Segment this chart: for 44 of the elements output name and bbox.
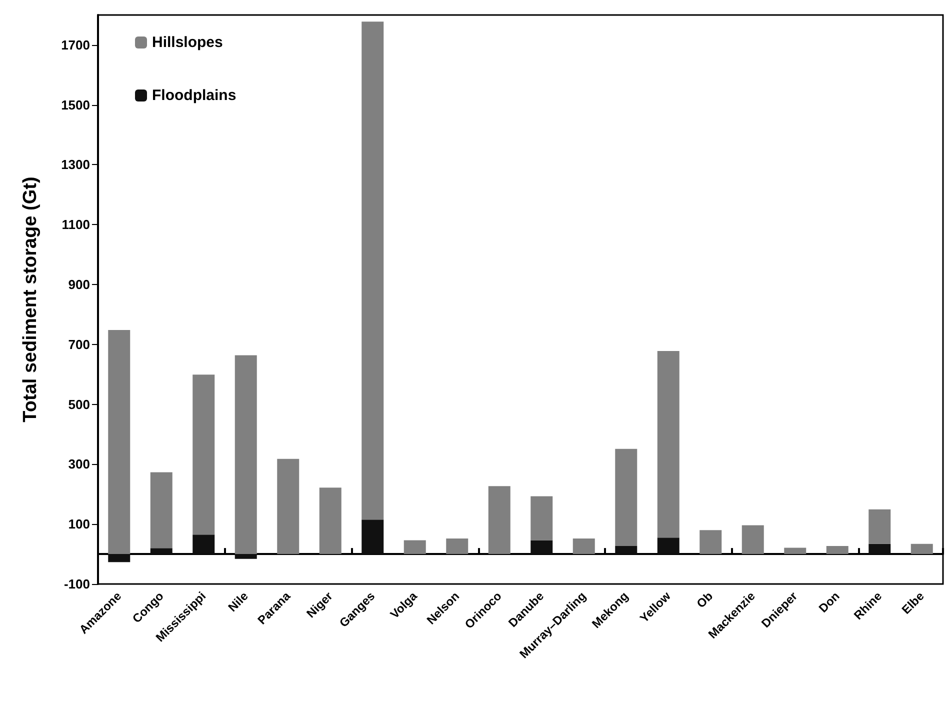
legend-label: Hillslopes xyxy=(152,34,223,51)
y-tick-label: 300 xyxy=(68,456,90,472)
bar xyxy=(572,538,595,554)
bar xyxy=(150,472,172,548)
bar xyxy=(615,546,638,554)
bar xyxy=(784,548,806,554)
y-tick-label: -100 xyxy=(64,576,90,592)
bar xyxy=(404,540,426,554)
y-tick-label: 1700 xyxy=(61,37,90,52)
bar xyxy=(488,486,510,554)
bar xyxy=(868,544,891,554)
x-tick-label: Nile xyxy=(225,588,252,614)
y-tick-label: 1100 xyxy=(62,217,90,232)
bar xyxy=(868,509,891,544)
x-tick-label: Don xyxy=(816,589,842,616)
bar xyxy=(192,374,215,535)
bar xyxy=(277,458,300,554)
bar xyxy=(910,544,933,554)
bar xyxy=(700,530,722,554)
bar xyxy=(657,351,680,538)
y-tick-label: 900 xyxy=(68,277,90,292)
bar xyxy=(362,520,384,554)
y-tick-label: 100 xyxy=(68,516,90,532)
y-axis-title: Total sediment storage (Gt) xyxy=(20,176,41,422)
bar xyxy=(319,488,342,554)
y-tick-label: 700 xyxy=(68,336,90,352)
y-tick-label: 1300 xyxy=(61,157,90,172)
bar xyxy=(362,22,384,520)
bar xyxy=(150,548,172,554)
bar xyxy=(530,496,553,540)
bar xyxy=(657,538,680,554)
bar xyxy=(742,525,764,554)
bar xyxy=(108,554,130,562)
bar xyxy=(192,534,215,554)
y-tick-label: 1500 xyxy=(61,97,90,112)
bar xyxy=(108,330,130,554)
bar xyxy=(826,546,848,554)
legend-label: Floodplains xyxy=(152,87,236,104)
bar xyxy=(615,448,638,546)
bar xyxy=(234,554,257,559)
bar xyxy=(446,538,468,554)
bar xyxy=(234,355,257,554)
bar xyxy=(530,540,553,554)
y-tick-label: 500 xyxy=(68,396,90,412)
